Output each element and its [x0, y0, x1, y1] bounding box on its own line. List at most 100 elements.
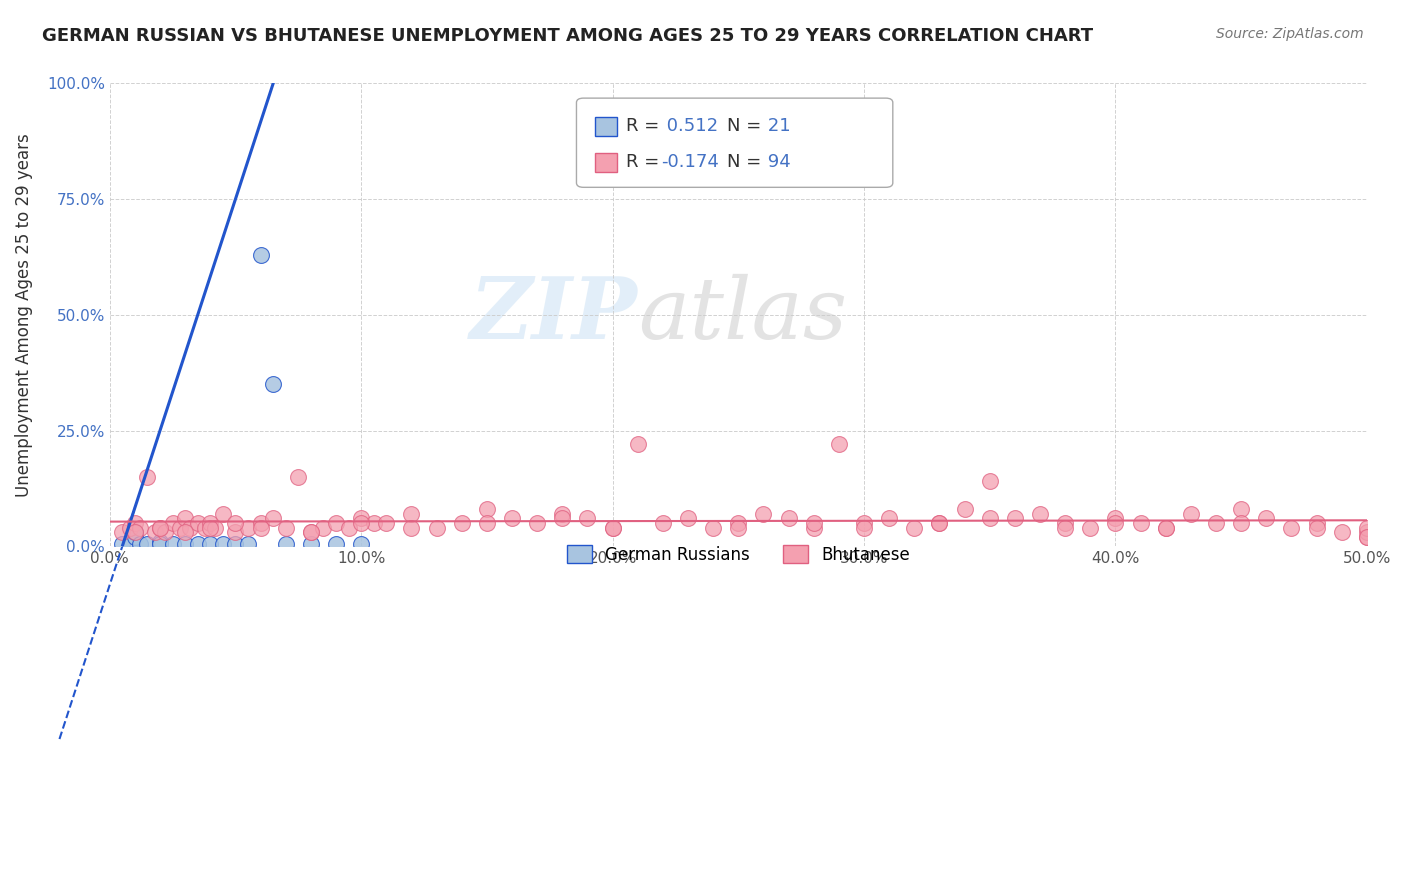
Point — [111, 537, 134, 551]
Text: atlas: atlas — [638, 274, 846, 356]
Point — [174, 511, 197, 525]
Point — [299, 537, 322, 551]
Point — [1054, 516, 1077, 530]
Point — [274, 537, 297, 551]
Point — [1205, 516, 1227, 530]
Point — [249, 248, 271, 262]
Point — [501, 511, 523, 525]
Point — [262, 377, 284, 392]
Point — [118, 537, 141, 551]
Point — [853, 516, 876, 530]
Point — [778, 511, 800, 525]
Point — [803, 521, 825, 535]
Point — [426, 521, 449, 535]
Point — [212, 507, 235, 521]
Text: -0.174: -0.174 — [661, 153, 718, 171]
Point — [162, 516, 184, 530]
Point — [602, 521, 624, 535]
Point — [551, 507, 574, 521]
Point — [1279, 521, 1302, 535]
Point — [312, 521, 335, 535]
Point — [124, 530, 146, 544]
Point — [179, 521, 201, 535]
Text: ZIP: ZIP — [470, 273, 638, 357]
Point — [853, 521, 876, 535]
Point — [187, 516, 209, 530]
Point — [702, 521, 724, 535]
Text: 0.512: 0.512 — [661, 117, 718, 135]
Point — [124, 525, 146, 540]
Point — [979, 475, 1001, 489]
Point — [752, 507, 775, 521]
Point — [124, 525, 146, 540]
Point — [325, 516, 347, 530]
Point — [676, 511, 699, 525]
Point — [224, 525, 246, 540]
Point — [1355, 521, 1378, 535]
Point — [337, 521, 360, 535]
Point — [153, 525, 176, 540]
Point — [224, 537, 246, 551]
Point — [204, 521, 226, 535]
Point — [903, 521, 925, 535]
Point — [1129, 516, 1152, 530]
Text: GERMAN RUSSIAN VS BHUTANESE UNEMPLOYMENT AMONG AGES 25 TO 29 YEARS CORRELATION C: GERMAN RUSSIAN VS BHUTANESE UNEMPLOYMENT… — [42, 27, 1094, 45]
Legend: German Russians, Bhutanese: German Russians, Bhutanese — [560, 539, 917, 570]
Point — [249, 521, 271, 535]
Point — [627, 437, 650, 451]
Point — [928, 516, 950, 530]
Point — [1256, 511, 1278, 525]
Point — [1154, 521, 1177, 535]
Point — [1230, 502, 1253, 516]
Point — [375, 516, 398, 530]
Point — [953, 502, 976, 516]
Point — [551, 511, 574, 525]
Point — [1305, 516, 1327, 530]
Point — [1330, 525, 1353, 540]
Point — [124, 516, 146, 530]
Point — [475, 516, 498, 530]
Point — [262, 511, 284, 525]
Point — [1104, 511, 1126, 525]
Point — [350, 537, 373, 551]
Point — [475, 502, 498, 516]
Point — [129, 537, 152, 551]
Point — [200, 521, 222, 535]
Text: N =: N = — [727, 117, 766, 135]
Point — [287, 470, 309, 484]
Point — [194, 521, 217, 535]
Point — [149, 521, 172, 535]
Point — [928, 516, 950, 530]
Point — [136, 470, 159, 484]
Point — [401, 521, 423, 535]
Point — [363, 516, 385, 530]
Point — [1078, 521, 1101, 535]
Point — [236, 521, 259, 535]
Point — [1355, 525, 1378, 540]
Point — [727, 516, 749, 530]
Point — [651, 516, 673, 530]
Point — [576, 511, 599, 525]
Text: N =: N = — [727, 153, 766, 171]
Point — [274, 521, 297, 535]
Point — [1305, 521, 1327, 535]
Point — [162, 537, 184, 551]
Point — [350, 516, 373, 530]
Point — [1054, 521, 1077, 535]
Point — [877, 511, 900, 525]
Point — [1230, 516, 1253, 530]
Point — [129, 521, 152, 535]
Point — [169, 521, 191, 535]
Point — [325, 537, 347, 551]
Point — [1154, 521, 1177, 535]
Point — [803, 516, 825, 530]
Point — [174, 525, 197, 540]
Point — [1029, 507, 1052, 521]
Point — [828, 437, 851, 451]
Point — [118, 521, 141, 535]
Point — [1104, 516, 1126, 530]
Point — [149, 537, 172, 551]
Point — [299, 525, 322, 540]
Point — [111, 525, 134, 540]
Point — [224, 516, 246, 530]
